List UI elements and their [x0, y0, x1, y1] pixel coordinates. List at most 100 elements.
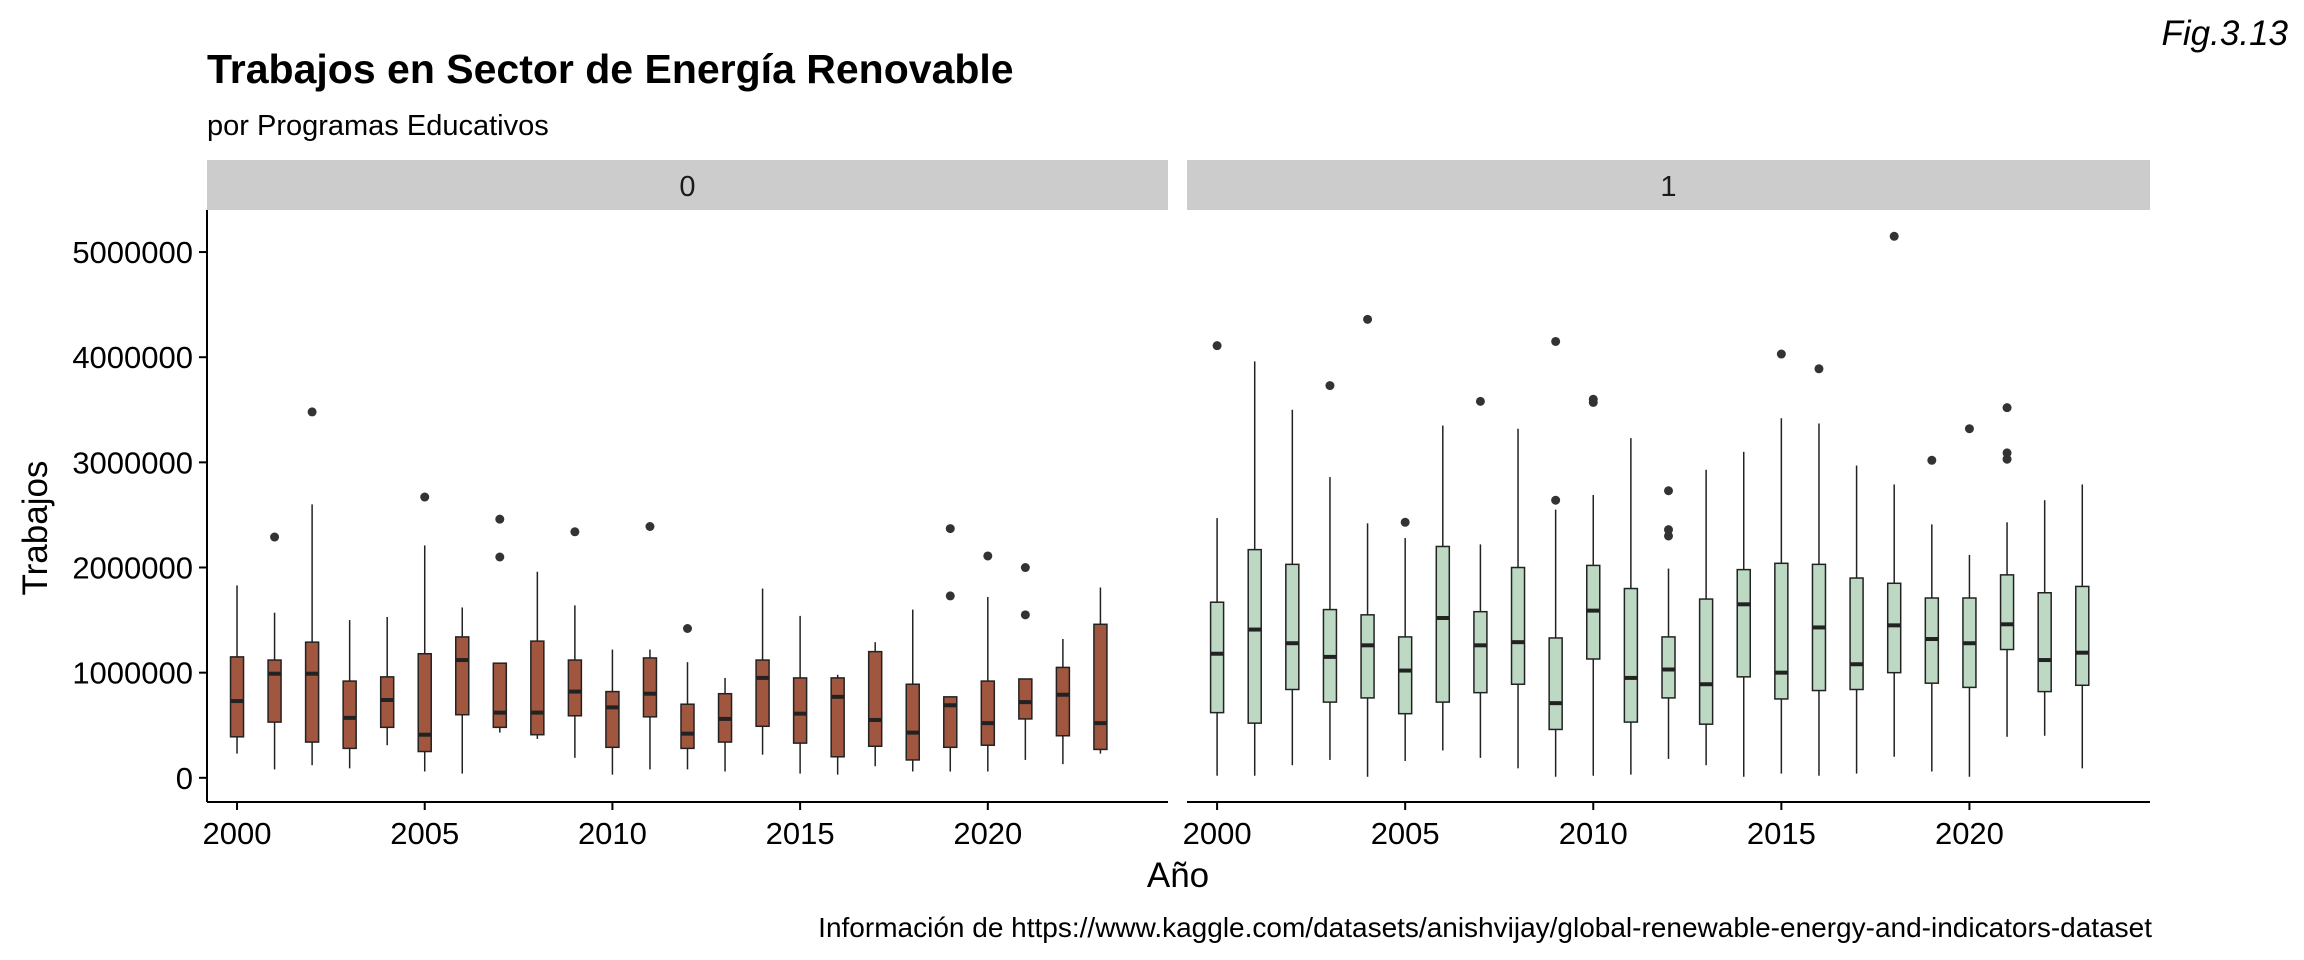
box-iqr	[605, 690, 620, 749]
box-2000	[1209, 341, 1225, 776]
box-2016	[830, 674, 845, 775]
box-2010	[1586, 394, 1601, 776]
box-2022	[2037, 500, 2052, 736]
box-iqr	[567, 659, 583, 717]
outlier-point	[1776, 349, 1786, 359]
box-iqr	[530, 640, 545, 736]
outlier-point	[1814, 364, 1824, 374]
outlier-point	[945, 591, 955, 601]
x-tick-label: 2000	[1183, 816, 1252, 851]
y-axis: 0 1000000 2000000 3000000 4000000 5000000	[72, 210, 208, 802]
facet-panels: 0 2000 2005 2010 2015 2020 1 2000 2005 2010 2015 20…	[203, 160, 2150, 851]
box-2010	[605, 649, 620, 775]
box-2004	[1360, 314, 1375, 777]
box-iqr	[229, 656, 245, 738]
x-tick-label: 2010	[1559, 816, 1628, 851]
y-tick-label: 5000000	[72, 235, 193, 270]
box-2005	[417, 492, 432, 772]
box-iqr	[1623, 587, 1639, 723]
box-2001	[267, 532, 282, 770]
box-iqr	[1886, 582, 1902, 674]
x-tick-label: 2005	[1371, 816, 1440, 851]
box-iqr	[417, 652, 432, 753]
box-2016	[1811, 364, 1827, 776]
box-iqr	[642, 657, 658, 718]
box-2003	[1322, 381, 1338, 760]
outlier-point	[1020, 610, 1030, 620]
outlier-point	[645, 522, 655, 532]
facet-strip	[207, 160, 1168, 210]
box-2009	[1548, 336, 1563, 777]
y-axis-title: Trabajos	[16, 461, 55, 596]
outlier-point	[2002, 454, 2012, 464]
outlier-point	[420, 492, 430, 502]
box-2013	[1698, 469, 1714, 766]
x-tick-label: 2015	[1747, 816, 1816, 851]
box-2008	[530, 571, 545, 739]
outlier-point	[1020, 563, 1030, 573]
box-iqr	[1661, 636, 1676, 699]
box-2018	[1886, 231, 1902, 757]
box-2018	[905, 609, 920, 772]
source-caption: Información de https://www.kaggle.com/da…	[818, 912, 2152, 943]
outlier-point	[945, 524, 955, 534]
facet-strip-label: 0	[679, 171, 695, 203]
box-2015	[1774, 349, 1789, 774]
y-tick-label: 1000000	[72, 656, 193, 691]
box-2008	[1510, 428, 1526, 769]
facet-strip-label: 1	[1660, 171, 1676, 203]
outlier-point	[1551, 495, 1561, 505]
box-iqr	[980, 680, 996, 746]
box-iqr	[304, 641, 320, 743]
box-iqr	[267, 659, 282, 723]
facet-panel-1: 1 2000 2005 2010 2015 2020	[1183, 160, 2150, 851]
box-2020	[980, 551, 996, 772]
outlier-point	[1664, 486, 1673, 496]
outlier-point	[495, 514, 505, 524]
outlier-point	[307, 407, 317, 417]
box-2017	[867, 642, 883, 767]
y-tick-label: 3000000	[72, 445, 193, 480]
box-2005	[1397, 517, 1413, 761]
box-2007	[492, 514, 508, 733]
box-iqr	[867, 650, 883, 748]
box-iqr	[492, 662, 508, 729]
y-tick-label: 4000000	[72, 340, 193, 375]
box-iqr	[1473, 610, 1488, 694]
outlier-point	[1927, 455, 1937, 465]
box-iqr	[1360, 614, 1375, 699]
box-iqr	[1055, 666, 1071, 737]
facet-panel-0: 0 2000 2005 2010 2015 2020	[203, 160, 1168, 851]
x-axis-title: Año	[1147, 856, 1209, 895]
box-2007	[1473, 396, 1488, 758]
box-2011	[1623, 438, 1639, 775]
x-tick-label: 2000	[203, 816, 272, 851]
outlier-point	[1664, 525, 1673, 535]
box-iqr	[1999, 574, 2015, 651]
x-tick-label: 2005	[390, 816, 459, 851]
y-tick-label: 0	[176, 761, 193, 796]
chart-title: Trabajos en Sector de Energía Renovable	[207, 46, 1014, 92]
box-iqr	[1397, 636, 1413, 715]
box-iqr	[1093, 623, 1108, 751]
box-2023	[2075, 484, 2090, 769]
outlier-point	[1363, 314, 1373, 324]
x-tick-label: 2020	[1935, 816, 2004, 851]
box-2021	[1999, 403, 2015, 737]
box-iqr	[755, 659, 770, 728]
box-iqr	[455, 636, 470, 716]
outlier-point	[1400, 517, 1410, 527]
box-2014	[1736, 451, 1751, 777]
box-2004	[379, 616, 395, 746]
box-2009	[567, 527, 583, 758]
box-2021	[1018, 563, 1033, 760]
box-2019	[943, 524, 958, 772]
box-iqr	[1510, 566, 1526, 685]
box-2012	[680, 624, 695, 770]
box-2022	[1055, 639, 1071, 765]
box-iqr	[342, 680, 357, 750]
outlier-point	[570, 527, 580, 537]
box-2014	[755, 588, 770, 755]
box-iqr	[1247, 548, 1262, 724]
outlier-point	[270, 532, 280, 542]
